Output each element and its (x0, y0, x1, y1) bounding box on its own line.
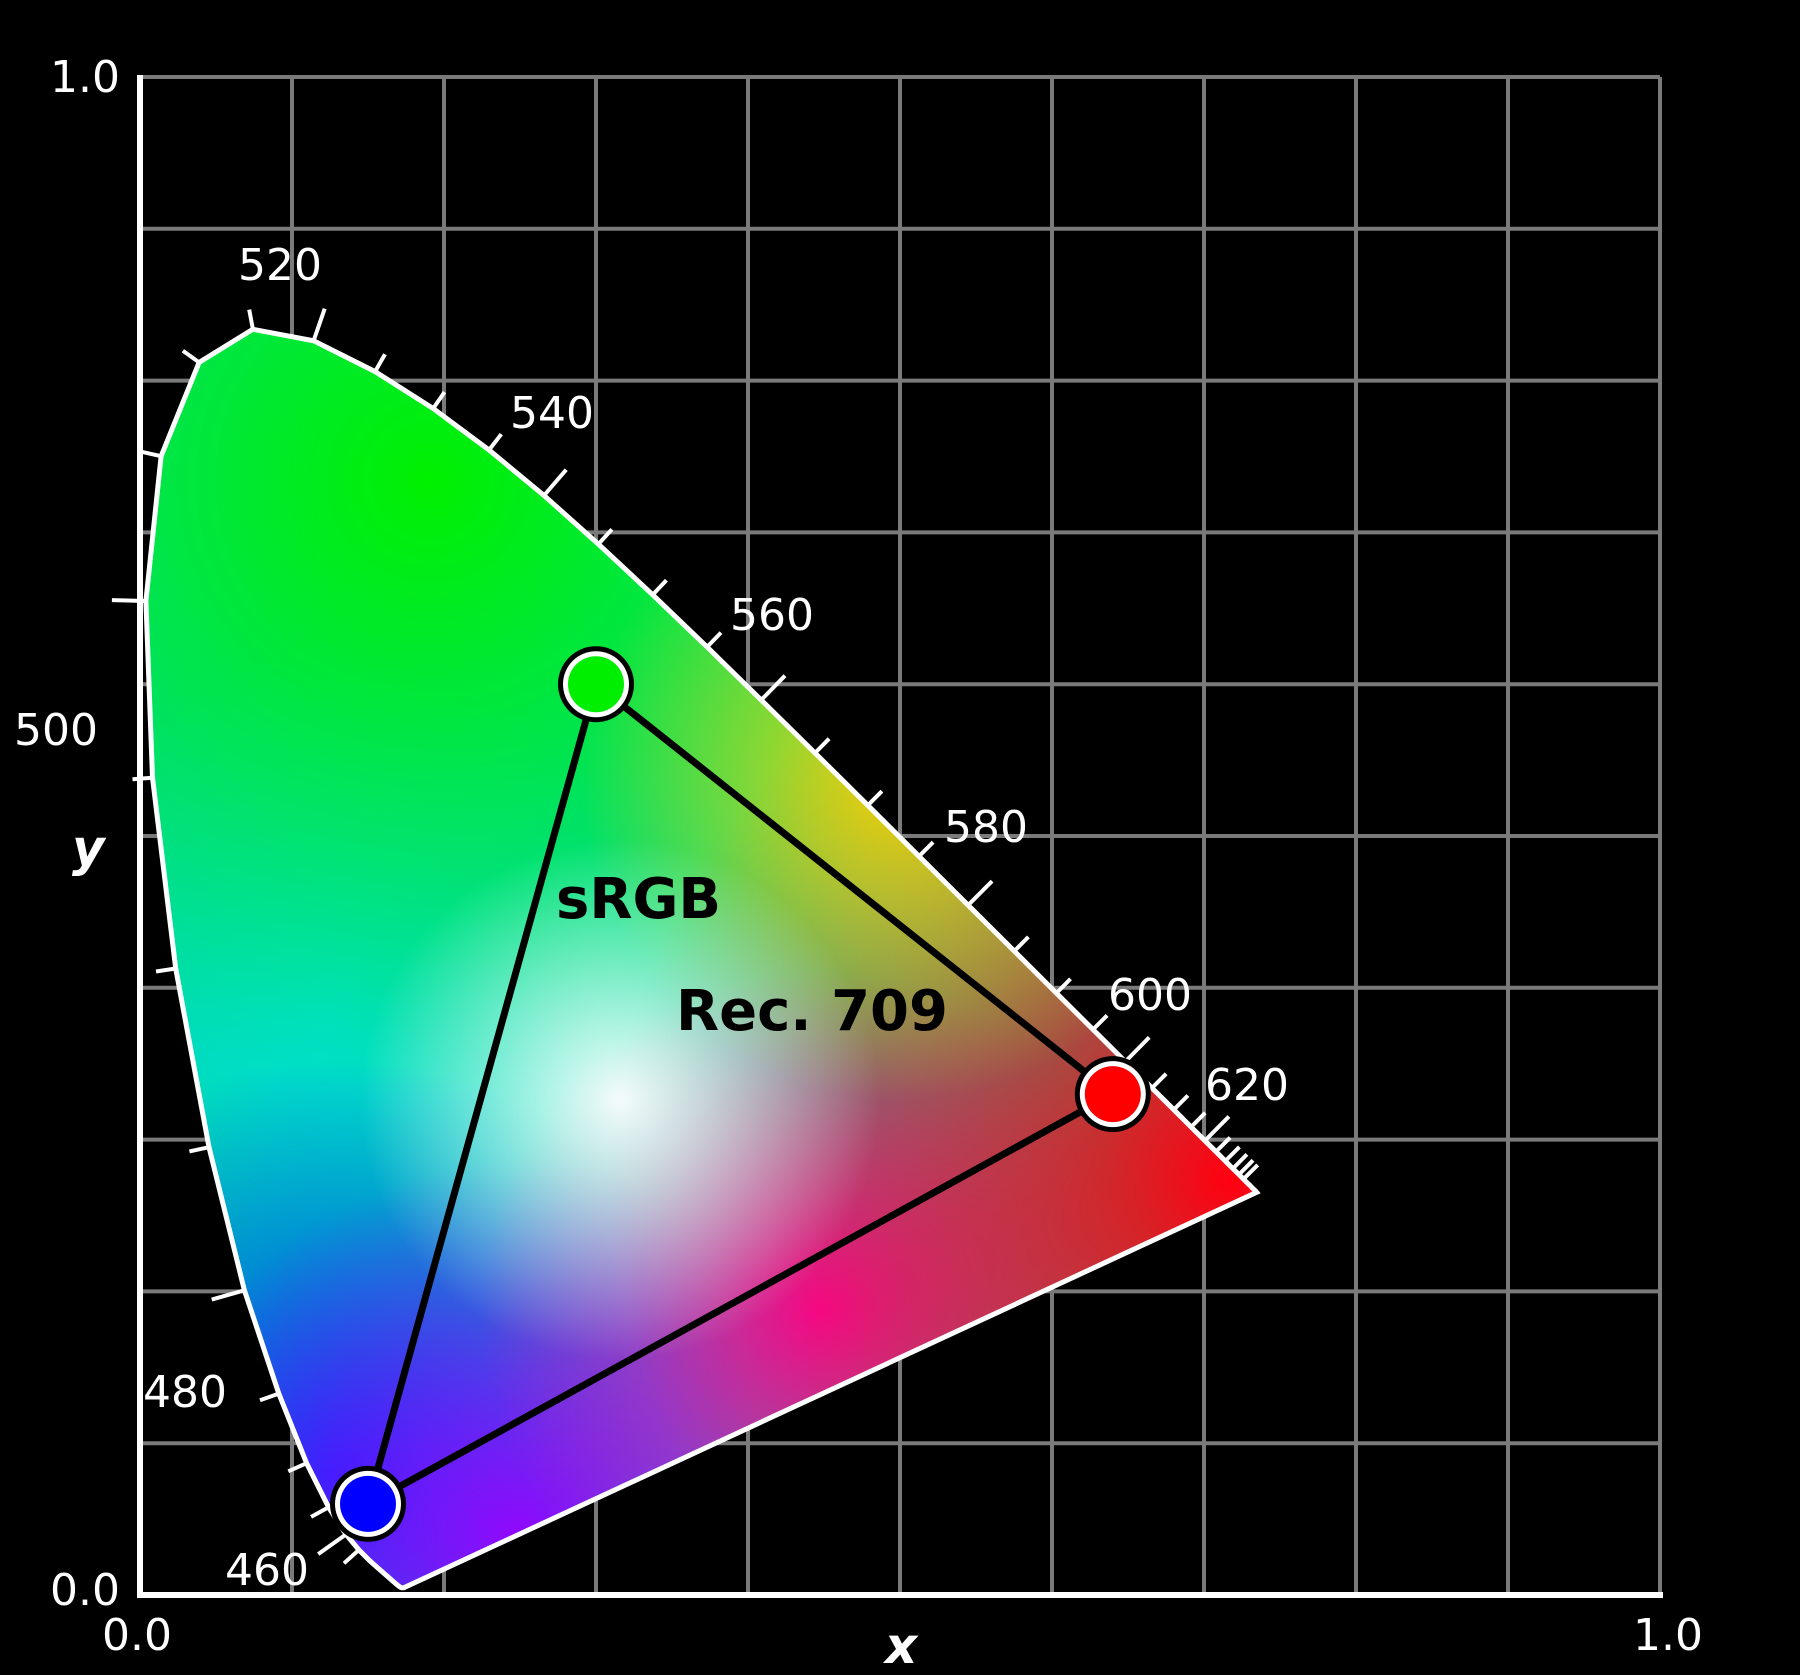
wavelength-tick-455 (342, 1548, 361, 1565)
wavelength-label-460: 460 (225, 1545, 309, 1596)
wavelength-tick-550 (651, 578, 668, 597)
wavelength-tick-605 (1150, 1072, 1168, 1090)
wavelength-tick-630 (1223, 1145, 1241, 1163)
primary-green-marker (558, 646, 634, 723)
y-tick-label-top: 1.0 (50, 52, 120, 103)
wavelength-tick-595 (1091, 1013, 1109, 1031)
wavelength-tick-505 (141, 449, 162, 459)
wavelength-label-620: 620 (1205, 1060, 1289, 1111)
x-tick-label-right: 1.0 (1633, 1610, 1703, 1661)
wavelength-tick-480 (211, 1288, 245, 1302)
wavelength-label-480: 480 (143, 1367, 227, 1418)
wavelength-tick-475 (259, 1391, 280, 1403)
wavelength-tick-460 (317, 1532, 348, 1556)
wavelength-tick-620 (1203, 1115, 1231, 1143)
wavelength-tick-585 (1012, 935, 1030, 953)
wavelength-label-540: 540 (510, 388, 594, 439)
x-tick-label-left: 0.0 (102, 1610, 172, 1661)
wavelength-tick-535 (487, 432, 503, 452)
wavelength-tick-600 (1123, 1035, 1151, 1064)
wavelength-tick-575 (917, 840, 935, 858)
primary-red-marker (1074, 1056, 1151, 1133)
wavelength-tick-470 (287, 1461, 308, 1474)
wavelength-tick-485 (188, 1145, 210, 1154)
wavelength-tick-490 (155, 966, 177, 974)
wavelength-label-500: 500 (14, 705, 98, 756)
y-axis-name: y (72, 819, 107, 877)
wavelength-tick-555 (705, 631, 723, 649)
y-tick-label-bottom: 0.0 (50, 1565, 120, 1616)
wavelength-tick-645 (1242, 1163, 1260, 1181)
srgb-gamut-triangle (364, 680, 1117, 1508)
wavelength-tick-465 (310, 1505, 330, 1519)
wavelength-tick-580 (966, 879, 994, 907)
spectral-locus-outline (143, 326, 1261, 1591)
wavelength-tick-530 (431, 390, 447, 410)
wavelength-tick-615 (1189, 1111, 1207, 1129)
rec709-label: Rec. 709 (676, 979, 948, 1044)
wavelength-tick-640 (1237, 1158, 1255, 1176)
wavelength-tick-570 (866, 789, 884, 807)
wavelength-label-560: 560 (730, 590, 814, 641)
gamut-labels: sRGB Rec. 709 (556, 867, 948, 1044)
wavelength-tick-520 (311, 308, 327, 342)
wavelength-tick-610 (1172, 1094, 1190, 1112)
gamut-primaries (330, 646, 1151, 1542)
primary-blue-marker (330, 1465, 406, 1542)
wavelength-tick-565 (813, 737, 831, 755)
axis-tick-labels: 1.0 0.0 0.0 1.0 y x (50, 52, 1703, 1675)
wavelength-label-580: 580 (944, 802, 1028, 853)
wavelength-tick-525 (373, 353, 387, 373)
x-axis-name: x (882, 1617, 919, 1675)
srgb-label: sRGB (556, 867, 721, 932)
wavelength-tick-515 (247, 309, 255, 330)
axes (137, 75, 1663, 1598)
wavelength-tick-545 (596, 527, 614, 546)
wavelength-tick-625 (1214, 1136, 1232, 1154)
wavelength-labels: 460 480 500 520 540 560 580 600 620 (14, 240, 1289, 1596)
wavelength-tick-510 (181, 349, 201, 365)
wavelength-tick-590 (1054, 977, 1072, 995)
wavelength-tick-540 (542, 468, 568, 497)
wavelength-label-600: 600 (1108, 970, 1192, 1021)
wavelength-tick-560 (759, 674, 787, 702)
wavelength-tick-635 (1231, 1152, 1249, 1171)
wavelength-label-520: 520 (238, 240, 322, 291)
